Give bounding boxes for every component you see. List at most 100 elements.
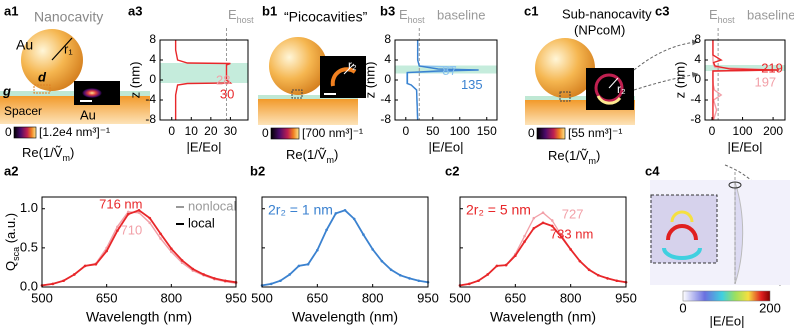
label-part: E	[709, 7, 718, 22]
schematic-c1: c1 Sub-nanocavity (NPcoM) r₂ 0 [55 nm³]⁻…	[524, 3, 699, 166]
value-annotation: 28	[216, 72, 230, 87]
y-axis-label: z (nm)	[127, 62, 142, 99]
spectrum-point	[334, 212, 338, 215]
label-sub: m	[326, 155, 334, 165]
y-tick-label: 8	[694, 32, 701, 46]
colorbar-label: Re(1/Ṽm)	[22, 145, 74, 163]
legend-label: local	[188, 215, 215, 230]
spectrum-line	[459, 221, 627, 287]
x-axis-label: Wavelength (nm)	[86, 309, 192, 325]
x-tick-label: 100	[733, 124, 753, 138]
spectrum-point	[477, 279, 480, 283]
spectrum-point	[297, 264, 301, 268]
zoom-inset	[650, 194, 718, 264]
gap-band	[705, 65, 785, 71]
spectrum-point	[105, 249, 108, 253]
spectrum-point	[399, 273, 402, 277]
radius-line	[51, 37, 73, 61]
au-sphere	[535, 38, 595, 98]
spectrum-point	[371, 248, 374, 251]
panel-subtitle: 2r₂ = 5 nm	[466, 202, 531, 218]
spectrum-point	[73, 273, 76, 276]
spectrum-point	[306, 263, 310, 266]
axis-label: Ehost	[709, 7, 735, 25]
y-tick-label: -4	[380, 92, 391, 106]
schematic-title: Nanocavity	[34, 9, 103, 25]
x-tick-label: 30	[224, 124, 238, 138]
label-sub: host	[718, 15, 736, 25]
x-axis-label: Wavelength (nm)	[292, 309, 398, 325]
value-annotation: 710	[121, 222, 143, 237]
x-tick-label: 950	[417, 290, 439, 305]
field-inset	[320, 56, 366, 98]
region-box	[559, 91, 571, 102]
baseline-label: baseline	[437, 7, 485, 22]
spectrum-point	[170, 247, 173, 250]
spectrum-point	[560, 235, 563, 239]
y-tick-label: 0	[149, 72, 156, 86]
y-tick-label: 0	[694, 72, 701, 86]
x-tick-label: 0	[402, 124, 409, 138]
au-label: Au	[16, 37, 33, 53]
panel-subtitle: 2r₂ = 1 nm	[268, 202, 333, 218]
x-tick-label: 10	[185, 124, 199, 138]
spectrum-point	[523, 240, 526, 243]
y-tick-label: -8	[380, 112, 391, 126]
x-axis-label: |E/Eo|	[429, 139, 464, 154]
spectrum-point	[541, 211, 545, 214]
y-tick-label: 4	[694, 52, 701, 66]
x-tick-label: 950	[615, 290, 637, 305]
spectrum-point	[137, 211, 141, 214]
spectrum-point	[495, 264, 499, 268]
panel-label: b3	[380, 3, 395, 18]
spectrum-point	[380, 259, 384, 263]
colorbar	[536, 127, 566, 140]
spacer-layer	[258, 95, 358, 99]
colorbar-label: Re(1/Ṽm)	[286, 147, 338, 165]
y-tick-label: 0.0	[20, 278, 38, 293]
schematic-a1: a1 Nanocavity r₁ Au d g Spacer Au 0 [1.2…	[0, 3, 150, 163]
label-sub: sca	[11, 247, 21, 261]
value-annotation: 727	[562, 206, 584, 221]
plot-frame	[459, 196, 627, 288]
spacer-layer	[525, 96, 635, 100]
render-c4: c4 |E/Eo|	[645, 163, 790, 328]
schematic-title: Sub-nanocavity	[562, 6, 652, 21]
spectrum-point	[148, 221, 152, 225]
spectrum-point	[504, 263, 508, 267]
spectrum-point	[615, 279, 619, 283]
spectrum-point	[550, 219, 554, 222]
colorbar	[270, 127, 300, 140]
spectrum-point	[541, 221, 545, 225]
y-tick-label: -8	[145, 112, 156, 126]
spectrum-point	[279, 279, 282, 283]
radius-label: r₂	[348, 58, 357, 72]
panel-label: a1	[4, 3, 18, 18]
profile-line	[406, 40, 479, 121]
value-annotation: 716 nm	[99, 196, 142, 211]
profile-line	[406, 40, 454, 121]
schematic-title: “Picocavities”	[284, 9, 368, 25]
colorbar	[682, 290, 771, 302]
spectrum-point	[137, 209, 141, 212]
plot-frame	[41, 196, 237, 288]
spectrum-point	[532, 216, 536, 220]
y-tick-label: 4	[384, 52, 391, 66]
field-ring	[330, 67, 357, 87]
spectrum-line	[261, 209, 429, 287]
panel-label: a2	[4, 163, 18, 178]
d-label: d	[38, 69, 47, 84]
spectrum-point	[316, 248, 319, 252]
panel-label: c1	[524, 3, 538, 18]
label-part: Q	[3, 261, 18, 271]
spectrum-point	[94, 263, 98, 266]
x-tick-label: 0	[709, 124, 716, 138]
schematic-title: (NPcoM)	[574, 22, 625, 37]
x-tick-label: 150	[477, 124, 497, 138]
profile-line	[174, 40, 233, 120]
colorbar-min: 0	[262, 126, 269, 140]
spacer-label: Spacer	[4, 104, 42, 118]
spectrum-point	[343, 209, 347, 212]
spectrum-point	[180, 261, 184, 265]
x-tick-label: 50	[426, 124, 440, 138]
